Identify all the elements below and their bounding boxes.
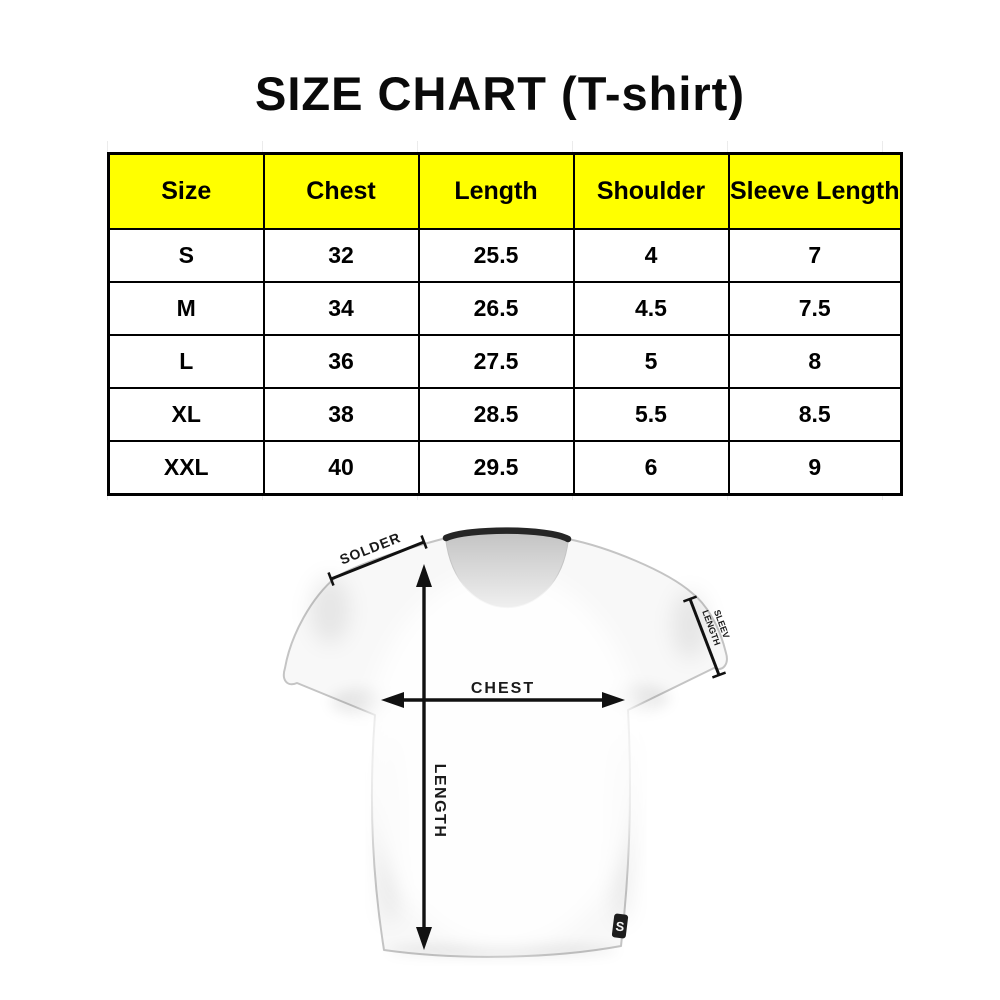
table-row-xxl: XXL 40 29.5 6 9 (107, 440, 903, 496)
column-header-sleeve-length: Sleeve Length (727, 152, 903, 230)
cell-length: 25.5 (417, 228, 575, 283)
size-table-container: Size Chest Length Shoulder Sleeve Length… (107, 152, 903, 496)
size-table: Size Chest Length Shoulder Sleeve Length… (107, 152, 903, 496)
cell-chest: 38 (262, 387, 420, 442)
cell-length: 27.5 (417, 334, 575, 389)
cell-size: L (107, 334, 265, 389)
cell-shoulder: 5 (572, 334, 730, 389)
cell-shoulder: 5.5 (572, 387, 730, 442)
cell-length: 28.5 (417, 387, 575, 442)
table-row-xl: XL 38 28.5 5.5 8.5 (107, 387, 903, 442)
cell-shoulder: 4 (572, 228, 730, 283)
cell-chest: 36 (262, 334, 420, 389)
chest-label: CHEST (471, 680, 535, 697)
hem-logo-letter: S (615, 919, 626, 935)
cell-size: XL (107, 387, 265, 442)
table-header-row: Size Chest Length Shoulder Sleeve Length (107, 152, 903, 230)
length-label: LENGTH (431, 764, 448, 839)
spreadsheet-gridline-stubs-top (107, 141, 900, 152)
sleeve-measure-line (682, 595, 727, 679)
neck-opening (446, 532, 568, 608)
column-header-chest: Chest (262, 152, 420, 230)
cell-chest: 40 (262, 440, 420, 496)
column-header-length: Length (417, 152, 575, 230)
cell-sleeve-length: 7 (727, 228, 903, 283)
chest-measure-arrow (381, 692, 625, 708)
length-measure-arrow (416, 564, 432, 950)
cell-sleeve-length: 9 (727, 440, 903, 496)
cell-size: M (107, 281, 265, 336)
cell-shoulder: 6 (572, 440, 730, 496)
cell-length: 29.5 (417, 440, 575, 496)
column-header-size: Size (107, 152, 265, 230)
table-row-s: S 32 25.5 4 7 (107, 228, 903, 283)
cell-shoulder: 4.5 (572, 281, 730, 336)
cell-size: S (107, 228, 265, 283)
hem-logo: S (611, 913, 629, 939)
table-row-m: M 34 26.5 4.5 7.5 (107, 281, 903, 336)
collar (442, 527, 572, 543)
column-header-shoulder: Shoulder (572, 152, 730, 230)
tshirt-measurement-diagram: S LENGTH CHEST SOLDER SL (282, 527, 731, 958)
cell-sleeve-length: 7.5 (727, 281, 903, 336)
table-row-l: L 36 27.5 5 8 (107, 334, 903, 389)
cell-length: 26.5 (417, 281, 575, 336)
page-title: SIZE CHART (T-shirt) (255, 67, 745, 120)
cell-size: XXL (107, 440, 265, 496)
cell-sleeve-length: 8 (727, 334, 903, 389)
cell-sleeve-length: 8.5 (727, 387, 903, 442)
cell-chest: 32 (262, 228, 420, 283)
shoulder-measure-line (327, 535, 428, 586)
cell-chest: 34 (262, 281, 420, 336)
fabric-highlight (363, 570, 643, 950)
